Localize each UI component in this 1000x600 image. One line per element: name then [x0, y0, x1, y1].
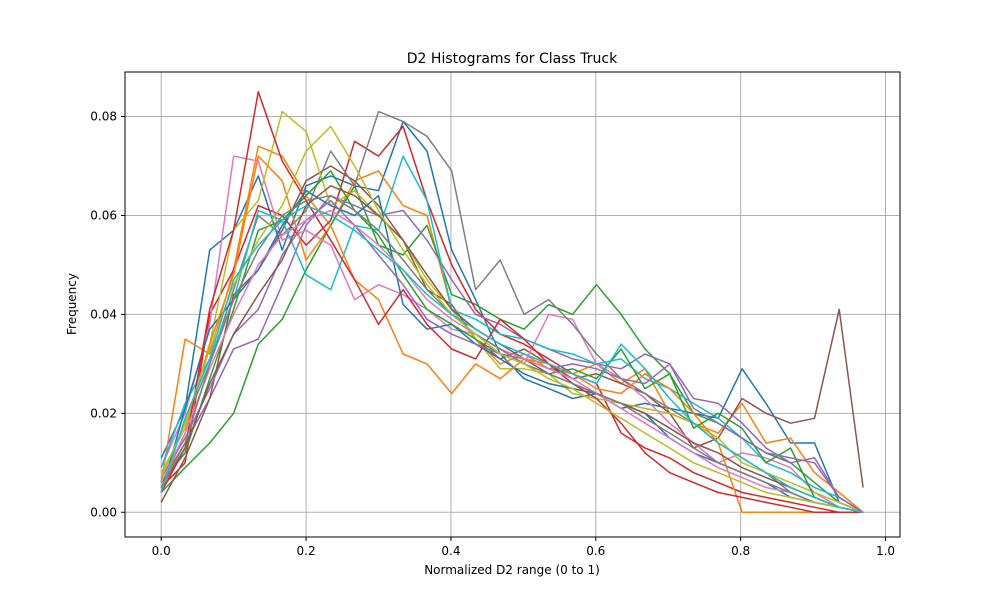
- y-tick-label: 0.08: [90, 110, 117, 124]
- x-tick-label: 0.0: [152, 544, 171, 558]
- y-tick-label: 0.06: [90, 208, 117, 222]
- y-axis-title: Frequency: [65, 273, 79, 335]
- y-tick-label: 0.02: [90, 406, 117, 420]
- series-lines: [160, 91, 864, 514]
- series-line-17: [160, 209, 864, 514]
- x-tick-label: 0.2: [297, 544, 316, 558]
- x-tick-label: 0.6: [586, 544, 605, 558]
- series-line-5: [160, 194, 864, 513]
- series-line-19: [160, 125, 864, 514]
- x-tick-label: 1.0: [876, 544, 895, 558]
- series-line-14: [160, 91, 864, 514]
- series-line-18: [160, 194, 864, 514]
- x-axis: 0.0 0.2 0.4 0.6 0.8 1.0: [152, 537, 895, 558]
- series-line-12: [160, 155, 864, 514]
- x-tick-label: 0.4: [441, 544, 460, 558]
- plot-frame: [124, 71, 901, 538]
- x-tick-label: 0.8: [731, 544, 750, 558]
- series-line-20: [160, 204, 864, 514]
- y-tick-label: 0.00: [90, 505, 117, 519]
- y-axis: 0.00 0.02 0.04 0.06 0.08: [90, 110, 125, 519]
- series-line-16: [160, 185, 864, 514]
- y-tick-label: 0.04: [90, 307, 117, 321]
- series-line-10: [160, 155, 864, 513]
- series-line-4: [160, 125, 864, 514]
- x-axis-title: Normalized D2 range (0 to 1): [424, 563, 600, 577]
- chart-title: D2 Histograms for Class Truck: [407, 51, 618, 67]
